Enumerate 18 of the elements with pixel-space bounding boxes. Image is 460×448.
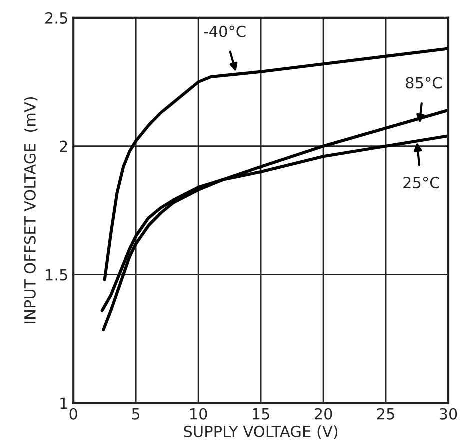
y-tick-label: 1.5	[46, 269, 68, 281]
x-tick-label: 20	[314, 408, 332, 420]
annotation: 85°C	[406, 77, 442, 89]
x-axis-title: SUPPLY VOLTAGE (V)	[184, 426, 338, 440]
annotation: 25°C	[404, 177, 440, 189]
y-tick-label: 1	[60, 398, 68, 410]
line-series	[103, 47, 448, 282]
line-series	[102, 108, 448, 332]
y-axis-title: INPUT OFFSET VOLTAGE (mV)	[24, 97, 38, 324]
x-tick-label: 25	[377, 408, 394, 420]
x-tick-label: 30	[440, 408, 458, 420]
x-tick-label: 0	[70, 408, 78, 420]
y-tick-label: 2	[60, 140, 68, 152]
x-tick-label: 15	[253, 408, 270, 420]
y-tick-label: 2.5	[46, 12, 68, 24]
annotation: -40°C	[204, 26, 246, 38]
x-tick-label: 10	[190, 408, 208, 420]
x-tick-label: 5	[132, 408, 140, 420]
